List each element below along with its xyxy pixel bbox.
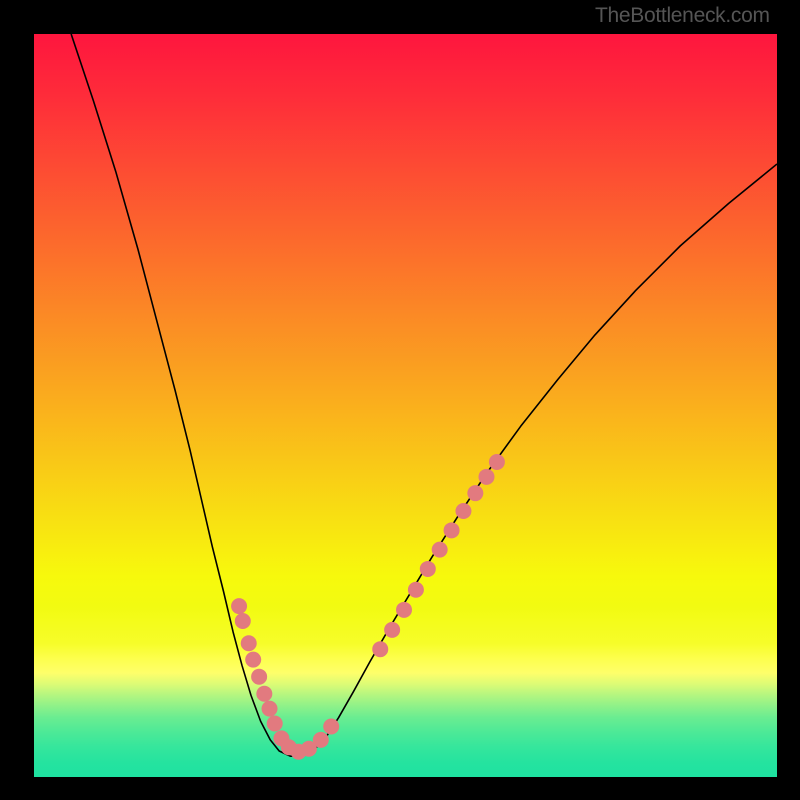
- marker-point: [251, 669, 267, 685]
- chart-svg: [34, 34, 777, 777]
- marker-point: [262, 701, 278, 717]
- marker-point: [444, 522, 460, 538]
- marker-point: [245, 652, 261, 668]
- marker-point: [372, 641, 388, 657]
- marker-point: [384, 622, 400, 638]
- marker-point: [231, 598, 247, 614]
- marker-point: [323, 718, 339, 734]
- marker-point: [489, 454, 505, 470]
- marker-point: [455, 503, 471, 519]
- plot-area: [34, 34, 777, 777]
- marker-point: [420, 561, 436, 577]
- marker-point: [408, 582, 424, 598]
- marker-point: [256, 686, 272, 702]
- marker-point: [235, 613, 251, 629]
- marker-point: [432, 542, 448, 558]
- marker-point: [467, 485, 483, 501]
- marker-point: [313, 732, 329, 748]
- marker-point: [478, 469, 494, 485]
- marker-point: [396, 602, 412, 618]
- watermark-text: TheBottleneck.com: [595, 4, 770, 28]
- marker-point: [241, 635, 257, 651]
- chart-background: [34, 34, 777, 777]
- marker-point: [267, 716, 283, 732]
